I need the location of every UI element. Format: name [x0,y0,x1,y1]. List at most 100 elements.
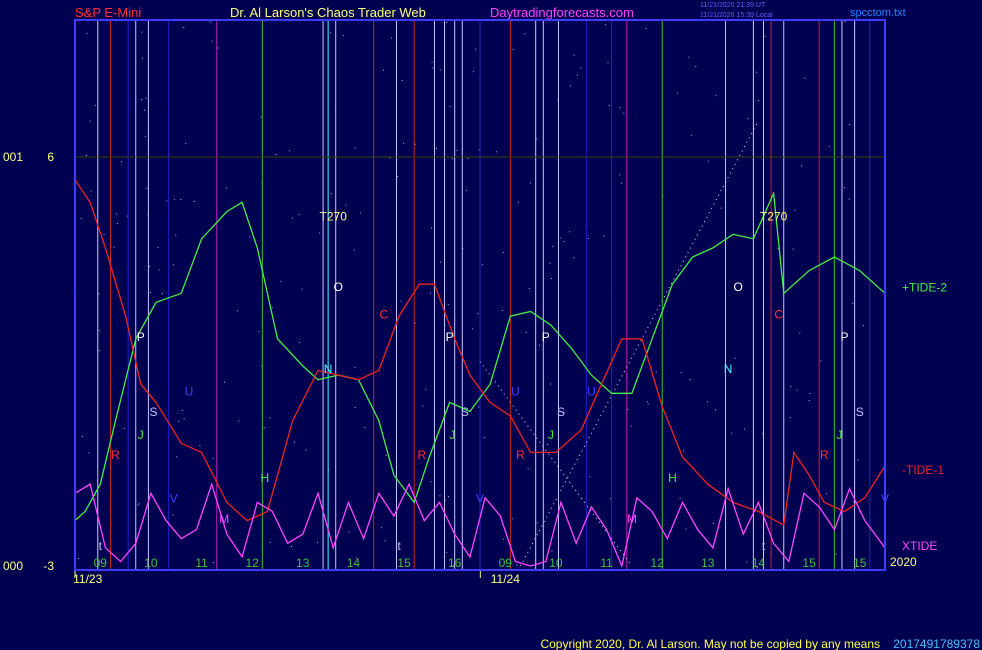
tide2-line [74,190,886,522]
star-dot [258,331,260,333]
star-dot [720,207,722,209]
star-dot [81,436,83,437]
star-dot [103,233,105,235]
star-dot [576,74,578,76]
star-dot [355,557,357,559]
star-dot [237,310,239,312]
star-dot [859,511,861,513]
star-dot [685,528,687,530]
star-dot [292,217,293,219]
star-dot [695,66,697,67]
star-dot [345,204,347,206]
x-hour-label: 09 [94,556,108,570]
star-dot [260,116,262,118]
annotation-label: T270 [320,210,348,224]
star-dot [809,392,811,394]
star-dot [808,400,810,401]
star-dot [524,33,526,35]
star-dot [645,28,647,29]
star-dot [627,409,629,410]
star-dot [484,437,486,439]
x-hour-label: 15 [853,556,867,570]
star-dot [512,48,514,50]
star-dot [676,92,678,94]
star-dot [261,365,263,367]
x-hour-label: 10 [144,556,158,570]
star-dot [85,154,87,156]
star-dot [518,201,520,203]
star-dot [792,248,794,250]
annotation-label: P [840,330,848,344]
star-dot [183,418,185,420]
star-dot [473,71,474,73]
annotation-label: t [397,539,401,553]
annotation-label: T270 [760,210,788,224]
star-dot [689,379,691,381]
star-dot [835,553,837,555]
star-dot [150,292,151,294]
star-dot [529,182,531,184]
star-dot [147,213,149,215]
star-dot [844,21,846,22]
annotation-label: U [511,385,520,399]
star-dot [502,310,504,311]
star-dot [688,56,690,58]
star-dot [414,143,416,145]
star-dot [382,69,384,71]
star-dot [580,67,582,69]
series-label: -TIDE-1 [902,463,944,477]
x-hour-label: 12 [246,556,260,570]
star-dots [75,20,864,571]
star-dot [157,246,159,248]
dotted-guide-lines [75,120,885,567]
series-label: +TIDE-2 [902,280,947,294]
annotation-label: R [111,448,120,462]
star-dot [337,216,339,218]
star-dot [647,403,649,405]
star-dot [238,420,240,422]
star-dot [431,61,433,63]
star-dot [804,77,806,79]
annotation-label: C [379,307,388,321]
star-dot [430,292,431,294]
star-dot [147,564,149,566]
x-hour-label: 12 [651,556,665,570]
star-dot [569,85,571,87]
star-dot [777,247,779,249]
star-dot [181,409,183,411]
star-dot [573,54,575,56]
annotation-label: t [762,539,766,553]
star-dot [353,249,355,251]
star-dot [550,278,552,279]
star-dot [141,99,143,101]
star-dot [126,215,128,217]
star-dot [552,246,554,247]
star-dot [141,31,143,33]
file-name: spcctom.txt [850,7,906,19]
star-dot [550,383,551,385]
star-dot [142,57,144,59]
y-tick-label: 6 [47,150,54,164]
annotation-label: S [557,405,565,419]
star-dot [176,456,178,458]
annotation-label: N [324,362,333,376]
star-dot [715,409,716,411]
star-dot [143,109,145,111]
annotation-label: V [476,491,484,505]
star-dot [145,97,147,99]
annotation-label: S [461,405,469,419]
star-dot [217,47,219,49]
x-hour-label: 10 [549,556,563,570]
star-dot [211,40,213,42]
star-dot [275,154,277,155]
star-dot [466,189,468,191]
star-dot [213,562,214,564]
star-dot [668,290,670,292]
star-dot [138,503,140,505]
star-dot [619,106,621,108]
star-dot [516,564,518,566]
star-dot [364,427,366,428]
annotation-label: P [137,330,145,344]
star-dot [746,561,748,563]
star-dot [512,518,514,520]
